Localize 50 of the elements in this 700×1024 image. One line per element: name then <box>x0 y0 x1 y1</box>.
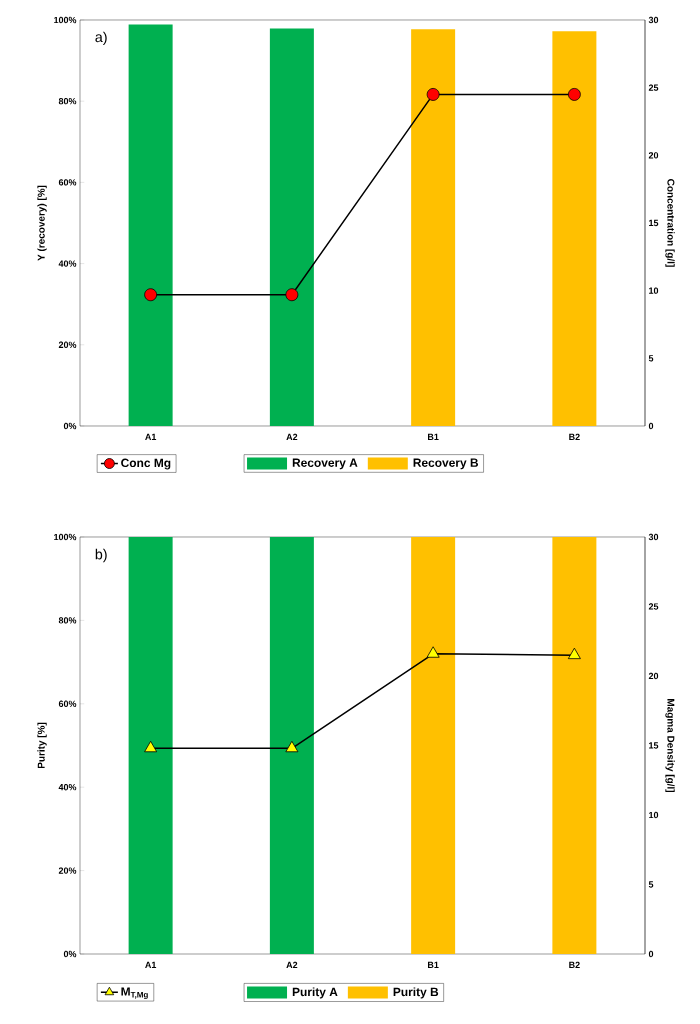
legend-label: Recovery A <box>292 458 358 470</box>
y-tick-label: 100% <box>54 16 77 24</box>
x-tick-label: B2 <box>569 961 580 969</box>
point <box>426 646 440 658</box>
point <box>285 740 299 753</box>
y-tick-label: 0% <box>63 950 77 958</box>
y-tick-label: 0% <box>63 422 77 430</box>
y2-axis-title: Magma Density [g/l] <box>665 699 675 792</box>
y-tick-label: 100% <box>54 533 77 541</box>
y-tick-label: 80% <box>58 98 77 105</box>
x-tick-label: A1 <box>145 433 157 440</box>
x-tick-label: A1 <box>145 961 157 968</box>
y2-tick-label: 15 <box>649 219 659 227</box>
y2-tick-label: 5 <box>648 881 654 888</box>
y2-tick-label: 10 <box>649 811 659 819</box>
y-tick-label: 20% <box>58 341 77 348</box>
annotation: a) <box>95 31 107 45</box>
y2-tick-label: 10 <box>649 287 659 294</box>
x-tick-label: B2 <box>569 433 580 441</box>
x-tick-label: B1 <box>427 961 439 968</box>
legend-label: Purity B <box>393 987 439 999</box>
y-axis-title: Purity [%] <box>37 722 47 769</box>
annotation: b) <box>95 548 107 563</box>
y2-tick-label: 25 <box>648 84 659 91</box>
y-tick-label: 40% <box>58 260 77 267</box>
legend-label: Conc Mg <box>121 458 171 470</box>
legend-label: Purity A <box>292 987 338 999</box>
y2-axis-title: Concentration [g/l] <box>665 179 675 267</box>
y-axis-title: Y (recovery) [%] <box>37 185 47 261</box>
y2-tick-label: 20 <box>648 672 659 680</box>
y-tick-label: 20% <box>58 867 77 874</box>
legend-label: Recovery B <box>413 458 479 470</box>
y2-tick-label: 30 <box>648 16 659 24</box>
y2-tick-label: 30 <box>648 533 659 541</box>
y2-tick-label: 5 <box>648 355 654 362</box>
y-tick-label: 60% <box>58 700 77 707</box>
legend-label: M$_{T,Mg}$ <box>121 987 148 1000</box>
y2-tick-label: 15 <box>649 742 659 749</box>
y-tick-label: 40% <box>58 784 77 791</box>
x-tick-label: B1 <box>427 433 439 440</box>
point <box>144 740 158 753</box>
y2-tick-label: 0 <box>648 950 654 958</box>
y2-tick-label: 0 <box>648 422 654 430</box>
y-tick-label: 60% <box>58 179 77 186</box>
x-tick-label: A2 <box>286 961 298 969</box>
y2-tick-label: 20 <box>648 152 659 159</box>
point <box>567 647 581 660</box>
y2-tick-label: 25 <box>648 603 659 610</box>
x-tick-label: A2 <box>286 433 298 441</box>
y-tick-label: 80% <box>58 617 77 624</box>
